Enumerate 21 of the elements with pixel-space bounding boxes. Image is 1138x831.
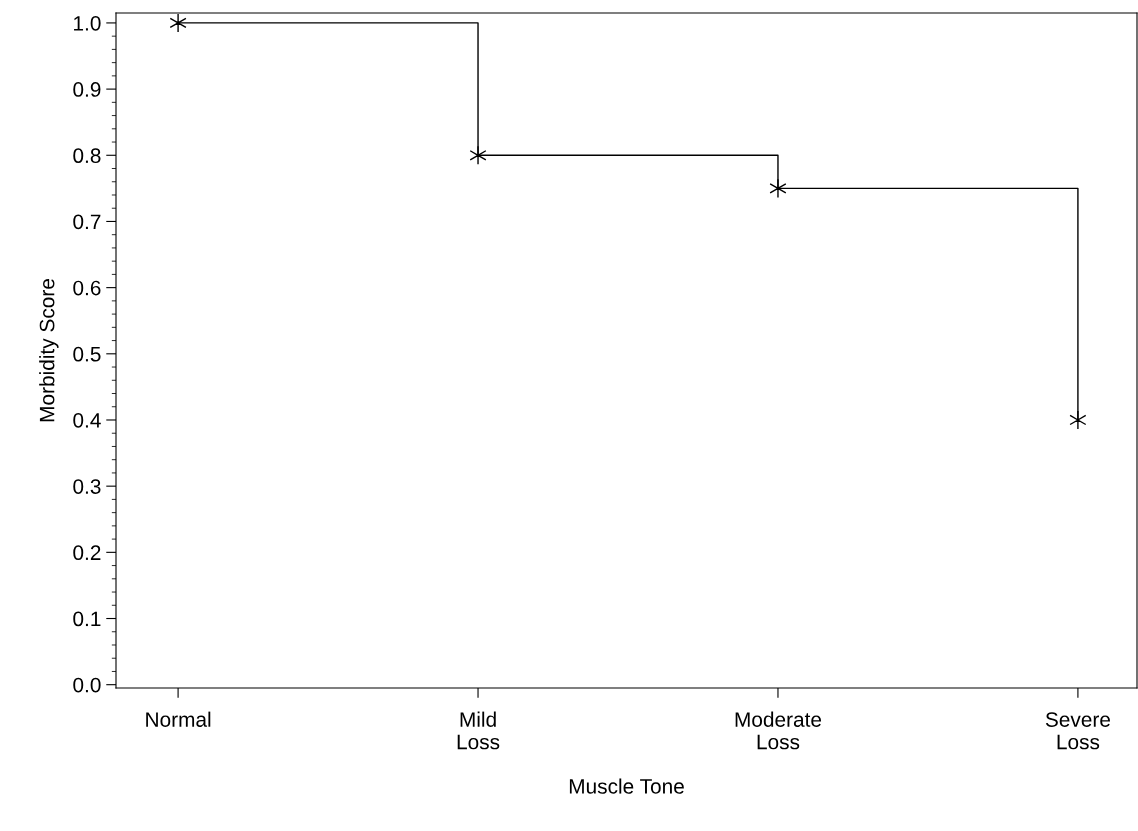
x-tick-label: Moderate Loss [735, 711, 822, 750]
point [169, 13, 187, 33]
y-tick-label: 1.0 [74, 15, 101, 31]
y-tick-label: 0.0 [73, 677, 101, 693]
y-tick-label: 0.1 [73, 611, 101, 627]
x-axis-title: Muscle Tone [569, 778, 684, 794]
x-tick-label: Mild Loss [457, 711, 500, 750]
y-tick-label: 0.5 [73, 346, 101, 362]
point [769, 178, 787, 199]
x-tick-label: Normal [146, 711, 211, 727]
y-tick-label: 0.4 [73, 412, 101, 428]
y-tick-label: 0.6 [73, 280, 101, 296]
x-tick-label: Severe Loss [1045, 712, 1110, 750]
y-tick-label: 0.7 [73, 214, 101, 230]
point [1069, 410, 1087, 430]
y-tick-label: 0.9 [73, 82, 101, 97]
point [469, 145, 487, 166]
y-axis-title: Morbidity Score [39, 279, 59, 422]
y-tick-label: 0.2 [73, 545, 101, 561]
y-tick-label: 0.3 [73, 479, 101, 494]
y-tick-label: 0.8 [73, 148, 101, 164]
